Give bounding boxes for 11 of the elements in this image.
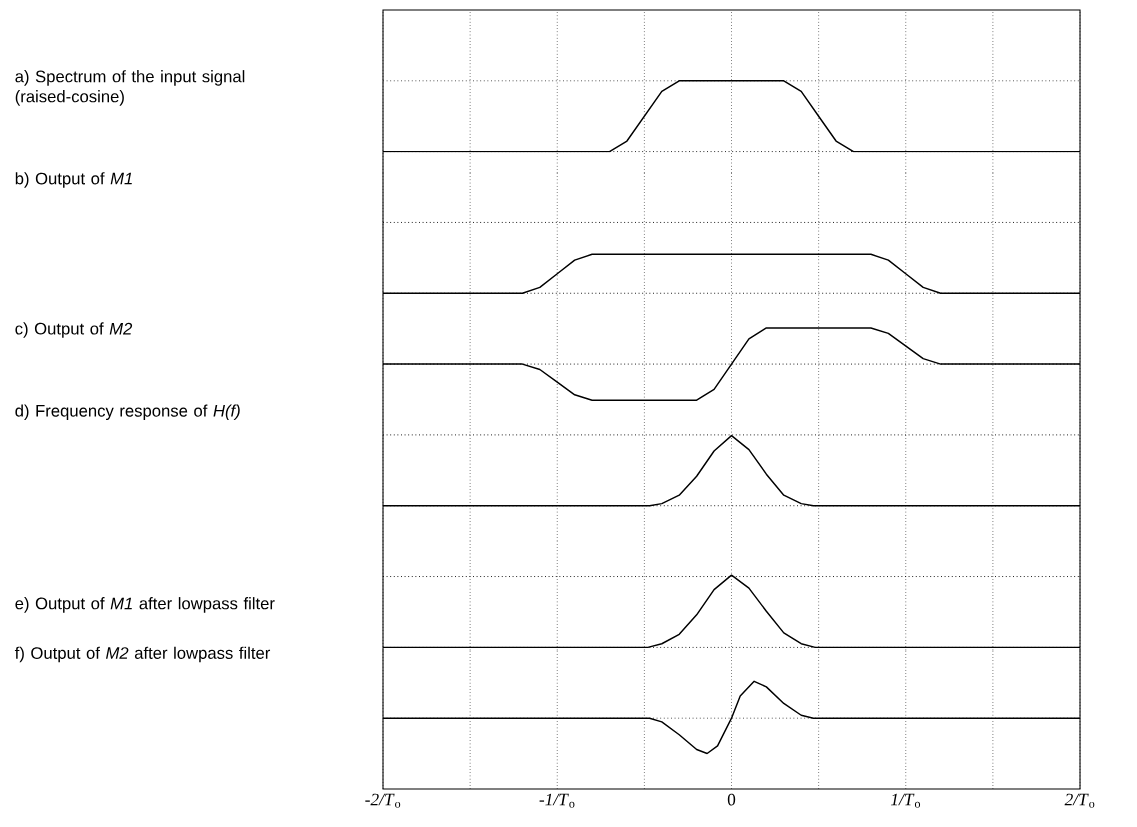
x-tick-label: 2/T$_{o}$ — [1064, 793, 1095, 808]
y-axis-title: e) Output of M1 after lowpass filter — [15, 597, 275, 613]
y-axis-title: c) Output of M2 — [15, 322, 133, 338]
x-tick-label: -2/T$_{o}$ — [365, 793, 401, 808]
x-tick-label: 1/T$_{o}$ — [890, 793, 921, 808]
y-axis-title: a) Spectrum of the input signal (raised-cosine) — [15, 70, 245, 106]
y-axis-title: b) Output of M1 — [15, 172, 132, 188]
y-axis-title: d) Frequency response of H(f) — [15, 404, 240, 420]
x-tick-label: -1/T$_{o}$ — [539, 793, 575, 808]
x-tick-label: 0 — [727, 793, 736, 806]
y-axis-title: f) Output of M2 after lowpass filter — [14, 646, 271, 663]
